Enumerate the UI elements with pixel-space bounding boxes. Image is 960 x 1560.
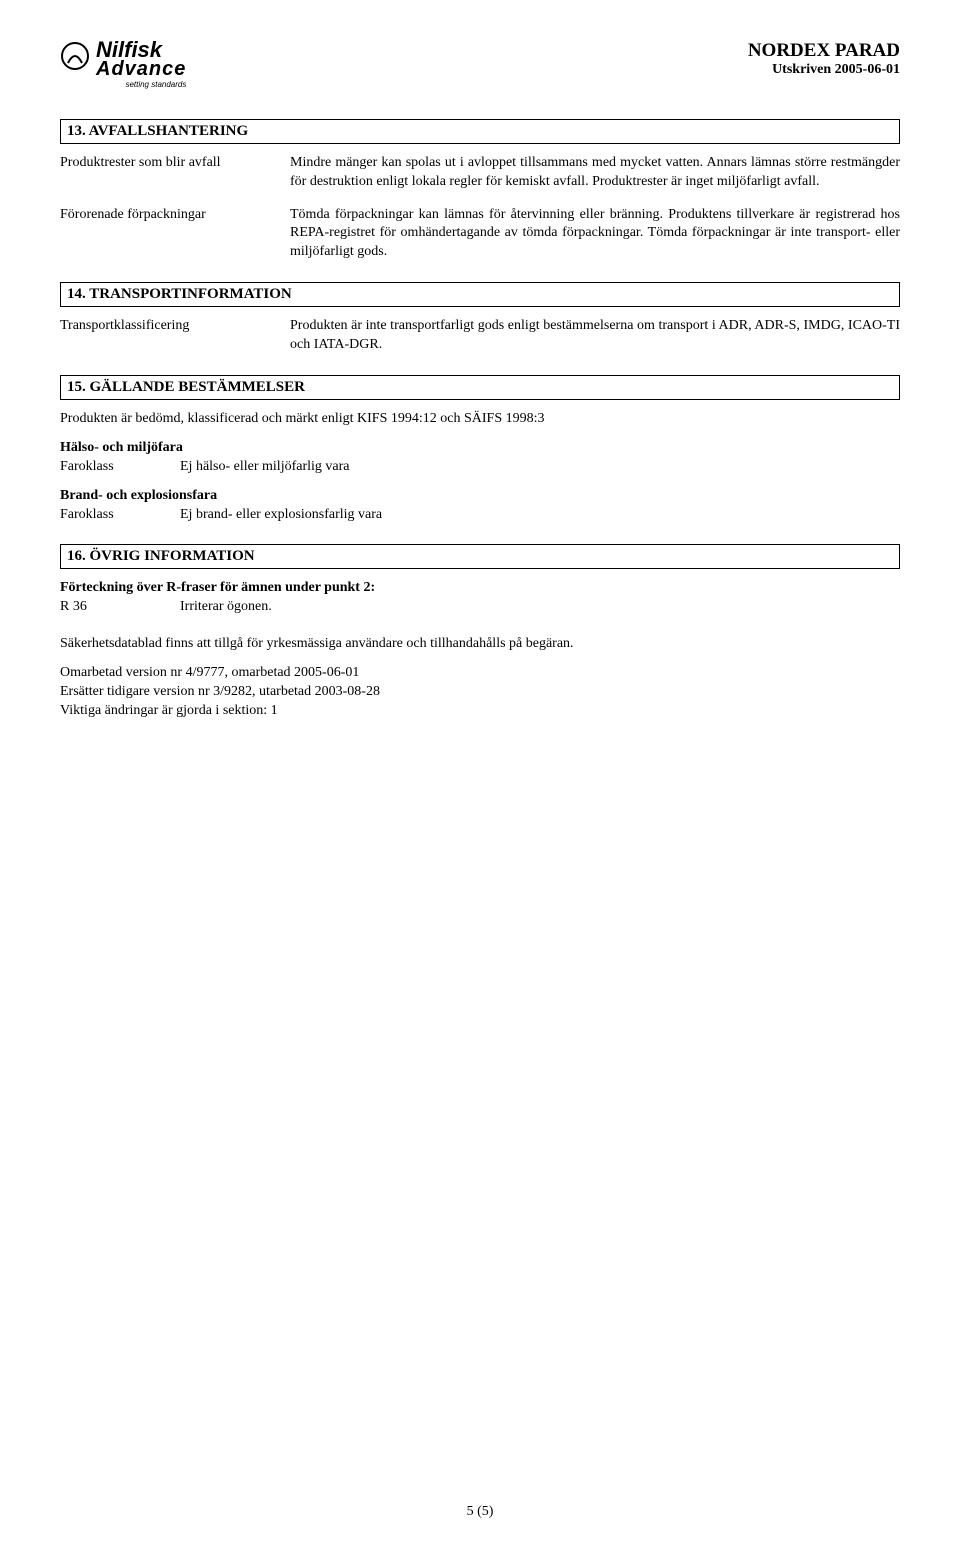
- s15-health-label: Faroklass: [60, 458, 180, 477]
- s16-r-row: R 36 Irriterar ögonen.: [60, 598, 900, 617]
- s14-row1-value: Produkten är inte transportfarligt gods …: [290, 317, 900, 355]
- s15-health-value: Ej hälso- eller miljöfarlig vara: [180, 458, 350, 477]
- s16-para3: Ersätter tidigare version nr 3/9282, uta…: [60, 683, 900, 702]
- s15-health-heading: Hälso- och miljöfara: [60, 439, 900, 458]
- s13-row2-label: Förorenade förpackningar: [60, 206, 290, 263]
- logo-block: Nilfisk Advance setting standards: [60, 40, 186, 89]
- s16-rphrases-heading: Förteckning över R-fraser för ämnen unde…: [60, 579, 900, 598]
- s16-para2: Omarbetad version nr 4/9777, omarbetad 2…: [60, 664, 900, 683]
- s15-fire-label: Faroklass: [60, 506, 180, 525]
- section-14-heading: 14. TRANSPORTINFORMATION: [67, 286, 893, 303]
- s16-r-value: Irriterar ögonen.: [180, 598, 272, 617]
- s16-para1: Säkerhetsdatablad finns att tillgå för y…: [60, 635, 900, 654]
- s15-fire-heading: Brand- och explosionsfara: [60, 487, 900, 506]
- s15-health-row: Faroklass Ej hälso- eller miljöfarlig va…: [60, 458, 900, 477]
- section-13-box: 13. AVFALLSHANTERING: [60, 119, 900, 144]
- logo-text: Nilfisk Advance: [96, 40, 186, 78]
- logo-main: Nilfisk Advance: [60, 40, 186, 78]
- page-header: Nilfisk Advance setting standards NORDEX…: [60, 40, 900, 89]
- doc-date: Utskriven 2005-06-01: [748, 62, 900, 78]
- section-15-box: 15. GÄLLANDE BESTÄMMELSER: [60, 375, 900, 400]
- logo-tagline: setting standards: [60, 80, 186, 89]
- doc-title: NORDEX PARAD: [748, 40, 900, 62]
- section-15-heading: 15. GÄLLANDE BESTÄMMELSER: [67, 379, 893, 396]
- s13-row1-label: Produktrester som blir avfall: [60, 154, 290, 192]
- section-14-box: 14. TRANSPORTINFORMATION: [60, 282, 900, 307]
- logo-icon: [60, 41, 90, 77]
- s14-row1-label: Transportklassificering: [60, 317, 290, 355]
- section-16-heading: 16. ÖVRIG INFORMATION: [67, 548, 893, 565]
- logo-brand: Nilfisk: [96, 40, 186, 60]
- s16-para4: Viktiga ändringar är gjorda i sektion: 1: [60, 702, 900, 721]
- logo-sub: Advance: [96, 60, 186, 78]
- s13-row1-value: Mindre mänger kan spolas ut i avloppet t…: [290, 154, 900, 192]
- s16-r-label: R 36: [60, 598, 180, 617]
- s13-row-2: Förorenade förpackningar Tömda förpackni…: [60, 206, 900, 263]
- section-13-heading: 13. AVFALLSHANTERING: [67, 123, 893, 140]
- doc-title-block: NORDEX PARAD Utskriven 2005-06-01: [748, 40, 900, 78]
- s13-row-1: Produktrester som blir avfall Mindre män…: [60, 154, 900, 192]
- s13-row2-value: Tömda förpackningar kan lämnas för återv…: [290, 206, 900, 263]
- s15-intro: Produkten är bedömd, klassificerad och m…: [60, 410, 900, 429]
- s15-fire-row: Faroklass Ej brand- eller explosionsfarl…: [60, 506, 900, 525]
- s14-row-1: Transportklassificering Produkten är int…: [60, 317, 900, 355]
- section-16-box: 16. ÖVRIG INFORMATION: [60, 544, 900, 569]
- page-footer: 5 (5): [0, 1504, 960, 1520]
- s15-fire-value: Ej brand- eller explosionsfarlig vara: [180, 506, 382, 525]
